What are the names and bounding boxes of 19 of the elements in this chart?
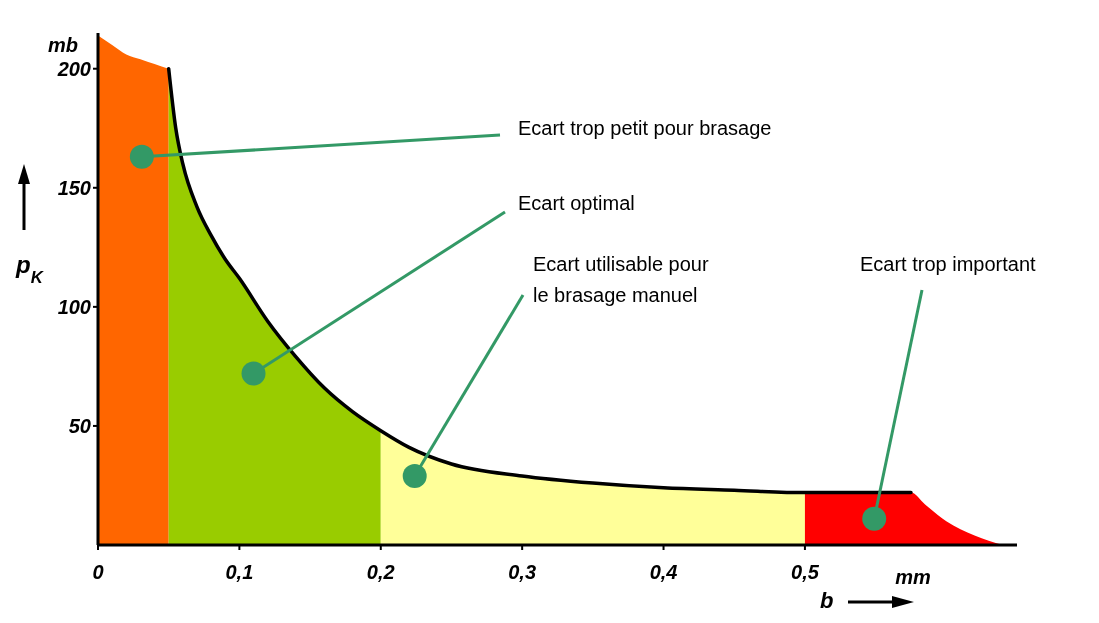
- x-tick-label: 0,2: [366, 561, 395, 583]
- text: mm: [895, 566, 931, 588]
- y-tick-label: 100: [57, 295, 91, 318]
- x-axis-title: b: [820, 588, 834, 613]
- x-tick-label: 0,4: [649, 561, 678, 583]
- text: mb: [48, 34, 78, 56]
- line-series: [166, 66, 913, 495]
- annotation: Ecart utilisable pour le brasage manuel: [533, 253, 709, 306]
- y-axis-title: p$_{K}$: [15, 251, 45, 287]
- x-tick-label: 0: [92, 561, 104, 583]
- y-tick-label: 50: [68, 414, 91, 437]
- annotation: Ecart optimal: [518, 192, 635, 214]
- y-tick-label: 200: [56, 57, 91, 80]
- x-tick-label: 0,3: [508, 561, 537, 583]
- x-tick-label: 0,1: [225, 561, 254, 583]
- annotation: Ecart trop petit pour brasage: [518, 117, 772, 139]
- annotation: Ecart trop important: [860, 253, 1037, 275]
- x-tick-label: 0,5: [791, 561, 820, 583]
- y-tick-label: 150: [57, 176, 91, 199]
